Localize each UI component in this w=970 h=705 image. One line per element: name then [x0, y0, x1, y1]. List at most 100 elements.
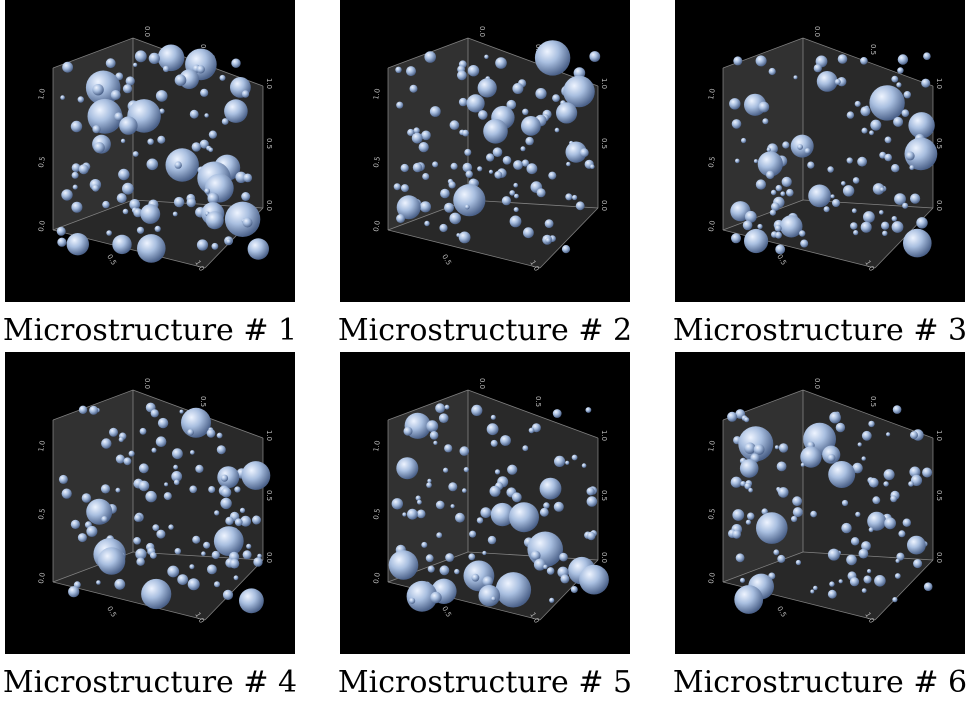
inclusion-sphere: [492, 147, 503, 157]
axis-tick-label: 0.5: [534, 396, 542, 407]
inclusion-sphere: [439, 223, 448, 233]
cube-edge: [52, 389, 134, 421]
inclusion-sphere: [509, 215, 522, 228]
inclusion-sphere: [579, 148, 589, 158]
axis-tick-label: 0.5: [707, 156, 717, 168]
inclusion-sphere: [123, 457, 132, 466]
inclusion-sphere: [465, 170, 473, 178]
inclusion-sphere: [429, 106, 441, 117]
inclusion-sphere: [490, 439, 498, 447]
inclusion-sphere: [563, 75, 595, 108]
inclusion-sphere: [448, 482, 458, 492]
inclusion-sphere: [556, 102, 578, 124]
inclusion-sphere: [748, 487, 753, 493]
inclusion-sphere: [226, 238, 232, 245]
inclusion-sphere: [110, 90, 121, 100]
inclusion-sphere: [800, 239, 809, 248]
inclusion-sphere: [804, 148, 811, 154]
inclusion-sphere: [179, 409, 184, 414]
inclusion-sphere: [786, 188, 794, 197]
inclusion-sphere: [396, 457, 419, 480]
inclusion-sphere: [205, 211, 224, 230]
inclusion-sphere: [462, 488, 467, 493]
microstructure-panel-4: 0.0 0.5 1.0 0.5 0.0 1.0 0.5 0.0 0.5 1.0: [5, 352, 295, 654]
inclusion-sphere: [792, 496, 802, 507]
inclusion-sphere: [86, 498, 113, 525]
inclusion-sphere: [813, 585, 818, 591]
inclusion-sphere: [77, 96, 85, 103]
inclusion-sphere: [118, 437, 124, 443]
inclusion-sphere: [174, 161, 182, 169]
inclusion-sphere: [780, 191, 786, 197]
inclusion-sphere: [477, 166, 483, 172]
caption-2: Microstructure # 2: [337, 313, 633, 348]
inclusion-sphere: [466, 94, 485, 113]
inclusion-sphere: [565, 141, 587, 163]
inclusion-sphere: [744, 442, 756, 454]
inclusion-sphere: [189, 485, 197, 494]
inclusion-sphere: [860, 106, 871, 117]
inclusion-sphere: [868, 477, 879, 488]
inclusion-sphere: [735, 158, 740, 164]
cube-edge: [802, 37, 934, 87]
inclusion-sphere: [922, 467, 933, 478]
inclusion-sphere: [923, 52, 931, 60]
inclusion-sphere: [855, 511, 861, 517]
inclusion-sphere: [761, 508, 768, 515]
inclusion-sphere: [827, 548, 840, 561]
inclusion-sphere: [800, 462, 805, 467]
inclusion-sphere: [450, 162, 458, 170]
inclusion-sphere: [742, 220, 753, 231]
inclusion-sphere: [163, 492, 172, 501]
inclusion-sphere: [879, 210, 884, 215]
inclusion-sphere: [426, 482, 432, 488]
inclusion-sphere: [174, 74, 187, 86]
inclusion-sphere: [106, 230, 112, 236]
inclusion-sphere: [220, 474, 229, 482]
inclusion-sphere: [214, 510, 220, 516]
inclusion-sphere: [807, 161, 815, 169]
inclusion-sphere: [884, 517, 896, 530]
inclusion-sphere: [514, 193, 519, 199]
inclusion-sphere: [203, 541, 211, 549]
inclusion-sphere: [827, 166, 834, 173]
inclusion-sphere: [92, 184, 100, 192]
inclusion-sphere: [57, 237, 67, 247]
inclusion-sphere: [500, 435, 511, 446]
inclusion-sphere: [139, 427, 147, 435]
axis-tick-label: 1.0: [707, 88, 717, 100]
inclusion-sphere: [733, 56, 743, 66]
inclusion-sphere: [417, 499, 422, 505]
axis-tick-label: 0.5: [935, 490, 943, 501]
inclusion-sphere: [834, 78, 841, 85]
inclusion-sphere: [60, 95, 65, 100]
inclusion-sphere: [757, 223, 763, 230]
axis-tick-label: 1.0: [935, 78, 943, 89]
axis-tick-label: 0.0: [37, 220, 47, 232]
inclusion-sphere: [861, 456, 866, 461]
cube-edge: [387, 229, 541, 269]
inclusion-sphere: [850, 222, 858, 230]
inclusion-sphere: [464, 204, 470, 210]
inclusion-sphere: [409, 597, 416, 604]
inclusion-sphere: [407, 128, 415, 137]
inclusion-sphere: [136, 557, 145, 566]
inclusion-sphere: [93, 142, 105, 154]
inclusion-sphere: [894, 573, 901, 579]
inclusion-sphere: [838, 579, 843, 584]
inclusion-sphere: [403, 426, 413, 436]
inclusion-sphere: [241, 90, 250, 98]
inclusion-sphere: [874, 575, 886, 587]
inclusion-sphere: [96, 580, 101, 585]
inclusion-sphere: [755, 55, 767, 67]
inclusion-sphere: [521, 159, 529, 167]
inclusion-sphere: [898, 530, 906, 538]
inclusion-sphere: [520, 146, 526, 152]
inclusion-sphere: [412, 162, 423, 173]
inclusion-sphere: [234, 486, 241, 493]
inclusion-sphere: [173, 196, 185, 208]
inclusion-sphere: [425, 554, 434, 563]
axis-tick-label: 0.0: [143, 26, 151, 37]
inclusion-sphere: [141, 578, 172, 610]
inclusion-sphere: [458, 97, 468, 107]
